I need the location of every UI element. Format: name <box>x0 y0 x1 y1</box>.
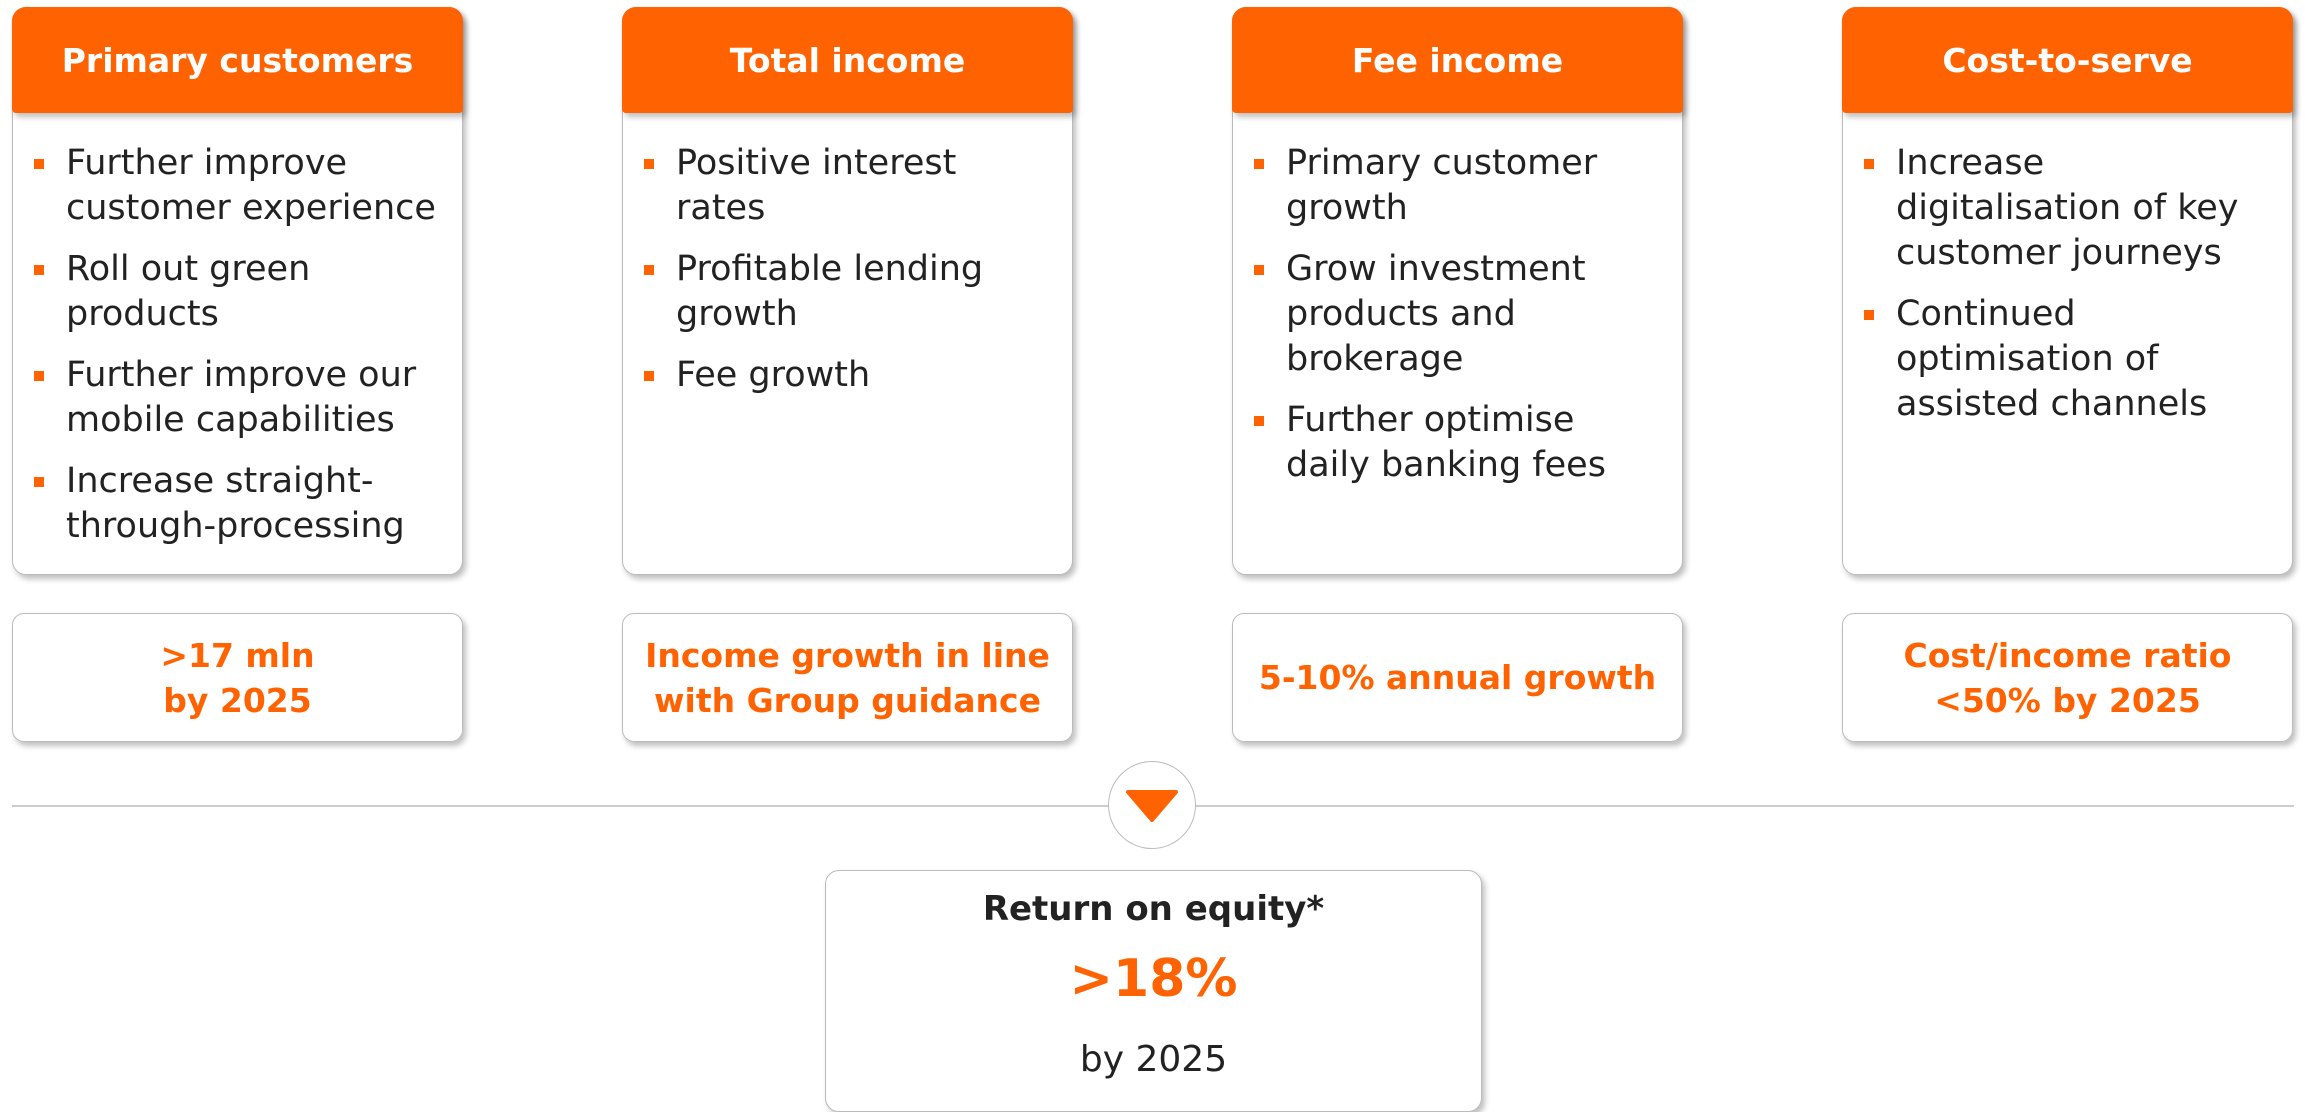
bullet: Further optimise daily banking fees <box>1252 398 1657 488</box>
bullet-list: Further improve customer experience Roll … <box>32 141 437 565</box>
target-line: Income growth in line <box>645 635 1050 675</box>
bullet: Positive interest rates <box>642 141 1047 231</box>
target-line: by 2025 <box>163 680 312 720</box>
bullet: Profitable lending growth <box>642 247 1047 337</box>
bullet-list: Primary customer growth Grow investment p… <box>1252 141 1657 504</box>
bullet: Further improve our mobile capabilities <box>32 353 437 443</box>
target-line: Cost/income ratio <box>1903 635 2232 675</box>
result-card: Return on equity* >18% by 2025 <box>825 870 1482 1112</box>
column-header: Cost-to-serve <box>1842 7 2293 113</box>
arrow-circle <box>1108 761 1196 849</box>
target-line: 5-10% annual growth <box>1258 658 1657 697</box>
target-card: 5-10% annual growth <box>1232 613 1683 742</box>
bullet: Increase digitalisation of key customer … <box>1862 141 2267 276</box>
column-header: Fee income <box>1232 7 1683 113</box>
column-header: Primary customers <box>12 7 463 113</box>
bullet: Continued optimisation of assisted chann… <box>1862 292 2267 427</box>
target-line: >17 mln <box>160 635 315 675</box>
bullet-list: Positive interest rates Profitable lendin… <box>642 141 1047 414</box>
target-card: Income growth in line with Group guidance <box>622 613 1073 742</box>
bullet: Roll out green products <box>32 247 437 337</box>
bullet: Increase straight-through-processing <box>32 459 437 549</box>
result-value: >18% <box>1069 949 1238 1009</box>
column-header: Total income <box>622 7 1073 113</box>
bullet: Fee growth <box>642 353 1047 398</box>
target-line: <50% by 2025 <box>1934 680 2201 720</box>
bullet: Grow investment products and brokerage <box>1252 247 1657 382</box>
target-card: >17 mln by 2025 <box>12 613 463 742</box>
bullet-list: Increase digitalisation of key customer … <box>1862 141 2267 443</box>
arrow-icon <box>1126 790 1178 822</box>
result-note: by 2025 <box>1079 1039 1228 1080</box>
bullet: Further improve customer experience <box>32 141 437 231</box>
bullet: Primary customer growth <box>1252 141 1657 231</box>
result-title: Return on equity* <box>982 889 1325 929</box>
target-line: with Group guidance <box>654 680 1041 720</box>
target-card: Cost/income ratio <50% by 2025 <box>1842 613 2293 742</box>
